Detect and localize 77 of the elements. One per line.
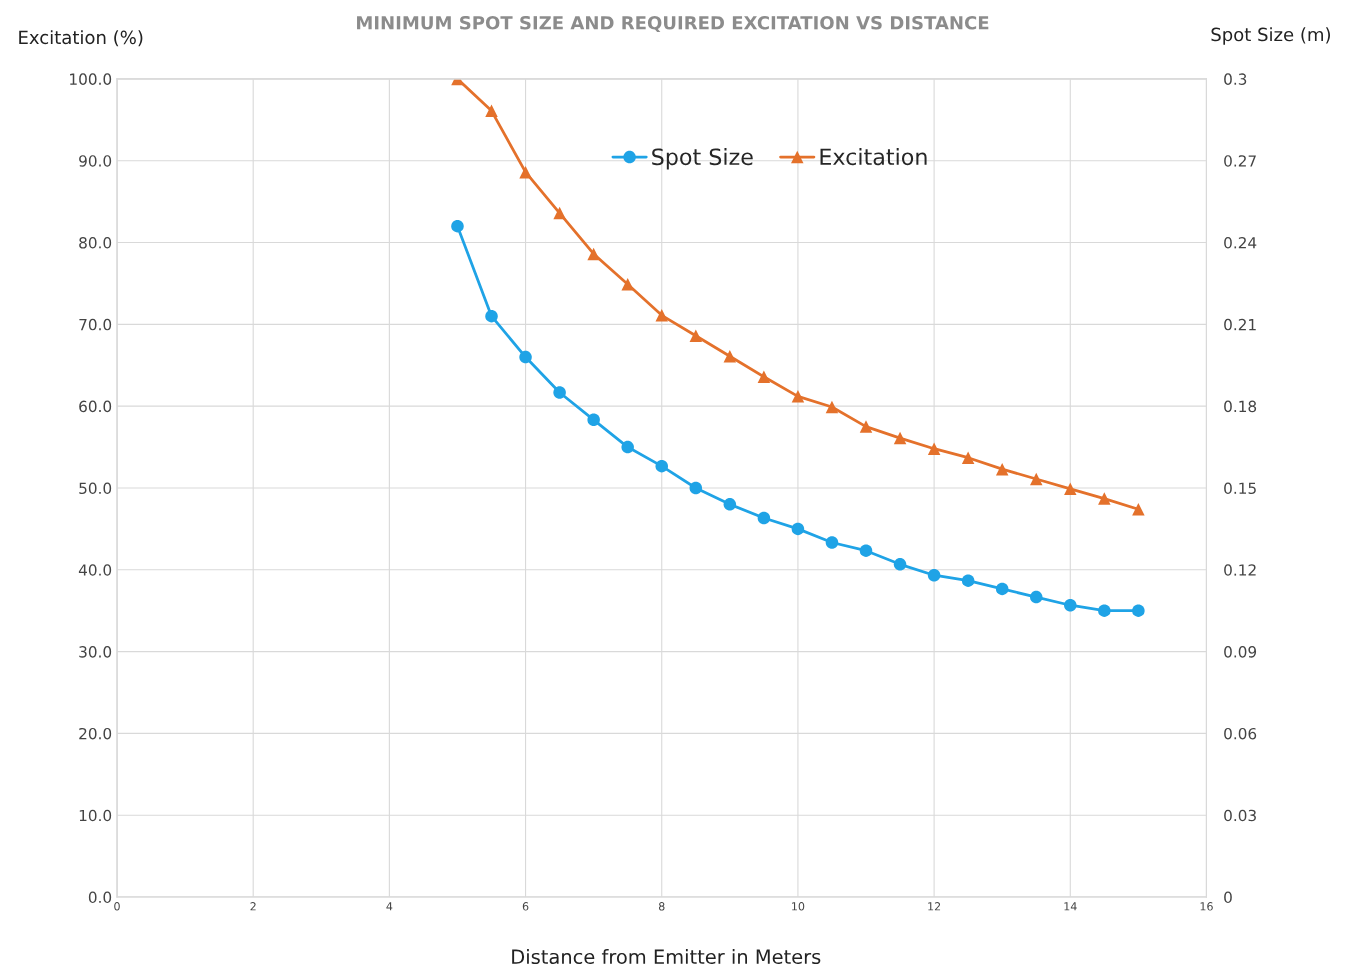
point [1064, 482, 1077, 496]
point [757, 511, 771, 525]
x-tick-label: 4 [386, 902, 393, 911]
point [927, 568, 941, 582]
x-tick-label: 10 [792, 902, 805, 911]
point [655, 309, 668, 322]
point [791, 390, 805, 403]
point [587, 413, 600, 427]
y-tick-label: 100.0 [70, 73, 112, 85]
point [689, 329, 703, 343]
point [757, 370, 771, 383]
point [825, 536, 839, 549]
x-axis-title: Distance from Emitter in Meters [512, 949, 821, 965]
point [1064, 598, 1077, 612]
y-tick-label: 90.0 [79, 155, 112, 167]
y-tick-label: 20.0 [79, 727, 112, 740]
point [927, 442, 941, 455]
point [791, 522, 805, 536]
point [859, 420, 873, 433]
point [587, 247, 600, 261]
y-tick-label: 30.0 [79, 646, 112, 658]
point [621, 440, 634, 454]
x-tick-label: 6 [522, 902, 529, 911]
chart-title: MINIMUM SPOT SIZE AND REQUIRED EXCITATION VS DISTANCE [357, 15, 989, 32]
point [553, 386, 566, 399]
point [1029, 472, 1043, 486]
point [1098, 492, 1111, 505]
point [519, 165, 532, 179]
y-tick-label: 10.0 [79, 809, 112, 822]
point [689, 481, 703, 495]
point [961, 574, 975, 587]
y2-tick-label: 0.09 [1224, 646, 1257, 658]
y2-tick-label: 0.21 [1224, 318, 1256, 331]
point [723, 350, 737, 363]
point [655, 459, 668, 473]
y2-tick-label: 0.15 [1224, 482, 1256, 494]
point [995, 582, 1009, 596]
point [825, 400, 839, 414]
point [1132, 604, 1145, 617]
point [859, 544, 873, 557]
y-tick-label: 0.0 [88, 891, 112, 904]
point [723, 498, 737, 511]
y2-tick-label: 0.3 [1224, 73, 1247, 85]
y-tick-label: 60.0 [79, 400, 112, 413]
x-tick-label: 14 [1064, 902, 1077, 911]
point [553, 206, 566, 220]
y2-tick-label: 0.24 [1224, 236, 1257, 249]
y2-tick-label: 0.27 [1224, 155, 1256, 167]
y2-axis-title: Spot Size (m) [1211, 27, 1330, 45]
point [1098, 604, 1111, 617]
point [519, 350, 532, 364]
legend-label: Excitation [820, 147, 927, 166]
x-tick-label: 2 [250, 902, 256, 911]
point [485, 104, 498, 118]
x-tick-label: 0 [114, 902, 120, 911]
point [1029, 590, 1043, 604]
point [893, 558, 907, 571]
point [1132, 503, 1145, 516]
point [995, 462, 1009, 476]
y-axis-title: Excitation (%) [19, 30, 143, 47]
x-tick-label: 16 [1200, 902, 1213, 911]
point [961, 451, 975, 464]
y-tick-label: 50.0 [79, 482, 112, 494]
y2-tick-label: 0.06 [1224, 727, 1257, 740]
legend-label: Spot Size [652, 147, 753, 170]
y2-tick-label: 0.12 [1224, 564, 1256, 576]
y-tick-label: 40.0 [78, 564, 112, 576]
point [893, 431, 907, 445]
x-tick-label: 8 [658, 902, 665, 911]
y-tick-label: 70.0 [79, 318, 112, 331]
y-tick-label: 80.0 [79, 236, 112, 249]
y2-tick-label: 0.18 [1224, 400, 1257, 413]
x-tick-label: 12 [928, 902, 941, 911]
point [485, 309, 498, 323]
y2-tick-label: 0.03 [1224, 809, 1256, 822]
point [621, 278, 634, 291]
point [451, 219, 464, 233]
